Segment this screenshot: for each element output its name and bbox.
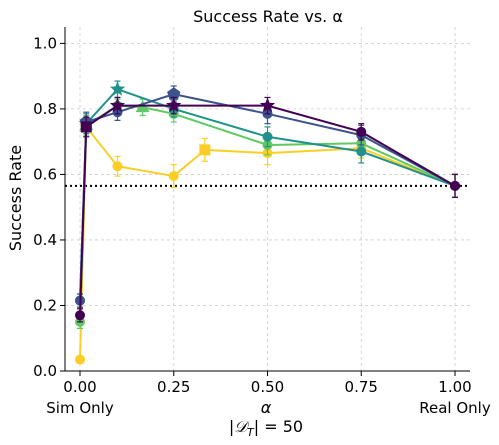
- x-extra-label-0: Sim Only: [46, 399, 114, 417]
- series-0-point-4: [199, 144, 211, 156]
- x-tick-label-2: 0.50: [251, 378, 284, 396]
- series-4-point-1: [80, 121, 92, 133]
- x-axis-sublabel-sub: T: [247, 426, 255, 439]
- chart-title: Success Rate vs. α: [193, 7, 343, 26]
- series-2-point-5: [356, 146, 367, 157]
- series-4-point-2: [109, 97, 126, 113]
- series-0-point-0: [75, 354, 85, 365]
- series-4-point-0: [75, 310, 85, 321]
- series-0-point-3: [168, 171, 179, 182]
- series-0-point-2: [112, 161, 123, 172]
- series-4-point-3: [166, 97, 182, 113]
- y-tick-label-5: 1.0: [33, 34, 57, 52]
- y-tick-label-1: 0.2: [33, 296, 57, 314]
- x-tick-label-3: 0.75: [345, 378, 378, 396]
- series-4-point-6: [450, 180, 460, 191]
- series-4: [75, 96, 460, 323]
- x-axis-sublabel-b: | = 50: [254, 417, 303, 436]
- y-axis-label: Success Rate: [6, 145, 25, 251]
- x-tick-label-0: 0.00: [63, 378, 96, 396]
- x-axis-sublabel-a: |𝒟: [229, 417, 250, 436]
- x-extra-label-1: Real Only: [419, 399, 491, 417]
- series-2-point-2: [109, 81, 126, 96]
- tick-labels: 0.00 0.25 0.50 0.75 1.00 Sim Only Real Only 0.0…: [33, 34, 491, 417]
- series-3-point-3: [167, 87, 181, 100]
- series-2-point-4: [262, 131, 273, 142]
- x-tick-label-4: 1.00: [438, 378, 471, 396]
- series-4-point-5: [356, 126, 367, 137]
- series-4-point-4: [259, 97, 276, 113]
- x-axis-sublabel: |𝒟T| = 50: [229, 417, 303, 439]
- series-group: [75, 80, 460, 365]
- grid: [65, 27, 470, 372]
- y-tick-label-0: 0.0: [33, 362, 57, 380]
- y-tick-label-2: 0.4: [33, 231, 57, 249]
- y-tick-label-4: 0.8: [33, 100, 57, 118]
- axes: [60, 27, 470, 376]
- x-tick-label-1: 0.25: [157, 378, 190, 396]
- x-axis-label: α: [261, 398, 272, 417]
- y-tick-label-3: 0.6: [33, 165, 57, 183]
